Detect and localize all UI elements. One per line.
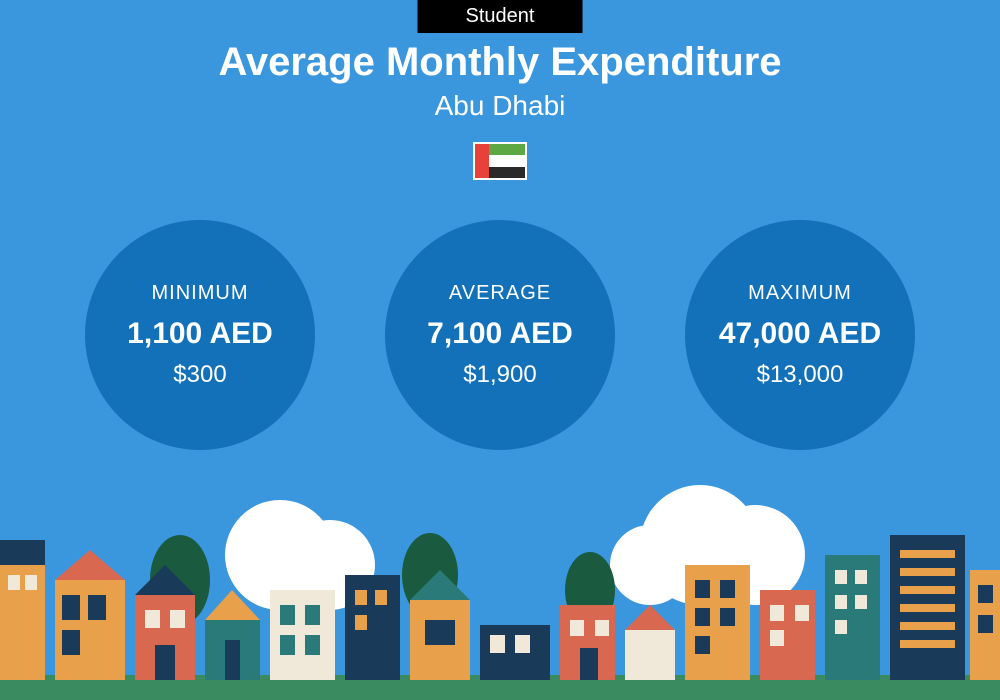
cityscape-illustration [0,480,1000,700]
stat-circle-maximum: MAXIMUM 47,000 AED $13,000 [685,220,915,450]
student-badge: Student [418,0,583,33]
stat-label: AVERAGE [449,282,551,305]
stat-label: MAXIMUM [748,282,852,305]
stat-usd: $1,900 [463,361,536,389]
flag-green-stripe [489,144,525,155]
infographic-container: Student Average Monthly Expenditure Abu … [0,0,1000,700]
stat-value: 7,100 AED [427,317,573,351]
stat-usd: $13,000 [757,361,844,389]
flag-red-stripe [475,144,489,178]
stat-value: 47,000 AED [719,317,881,351]
stat-usd: $300 [173,361,226,389]
page-subtitle: Abu Dhabi [0,90,1000,122]
badge-label: Student [466,5,535,27]
flag-horizontal-stripes [489,144,525,178]
flag-black-stripe [489,167,525,178]
flag-white-stripe [489,155,525,166]
stat-circle-average: AVERAGE 7,100 AED $1,900 [385,220,615,450]
stat-circle-minimum: MINIMUM 1,100 AED $300 [85,220,315,450]
stats-row: MINIMUM 1,100 AED $300 AVERAGE 7,100 AED… [0,220,1000,450]
uae-flag-icon [473,142,527,180]
stat-label: MINIMUM [152,282,249,305]
stat-value: 1,100 AED [127,317,273,351]
